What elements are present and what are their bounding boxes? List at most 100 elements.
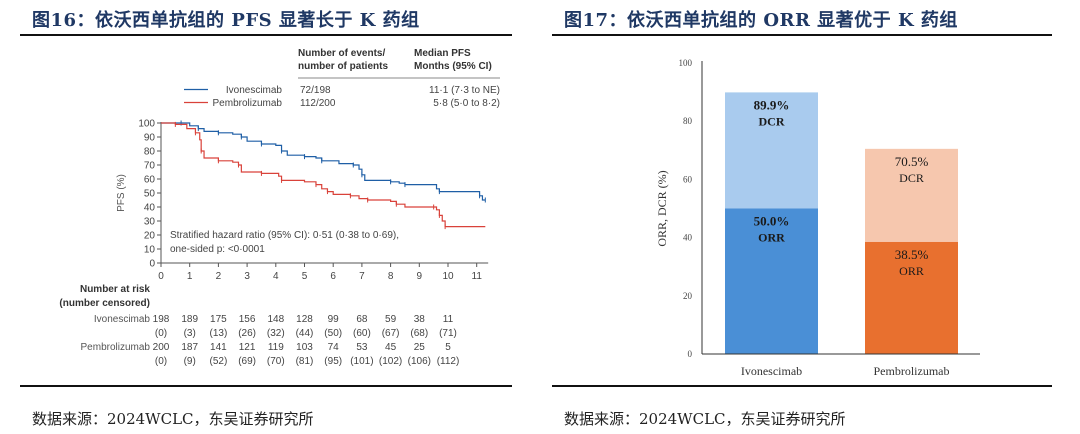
orr-name-label: ORR <box>899 264 924 278</box>
y-tick-label: 20 <box>144 231 156 242</box>
bottom-divider <box>552 385 1052 387</box>
orr-name-label: ORR <box>758 231 785 245</box>
dcr-value-label: 89.9% <box>754 97 790 112</box>
bar-dcr-pembrolizumab <box>865 148 958 242</box>
x-tick-label: 10 <box>442 271 454 282</box>
risk-censored-value: (0) <box>155 328 167 339</box>
x-tick-label: 4 <box>273 271 279 282</box>
bottom-divider <box>20 385 512 387</box>
dcr-name-label: DCR <box>899 171 924 185</box>
y-axis-label: PFS (%) <box>116 174 127 212</box>
x-category-label: Ivonescimab <box>741 364 802 378</box>
km-curve-pembrolizumab <box>161 122 486 228</box>
risk-censored-value: (106) <box>408 356 431 367</box>
legend-median-ivonescimab: 11·1 (7·3 to NE) <box>429 85 500 96</box>
y-tick-label: 50 <box>144 189 156 200</box>
risk-at-risk-value: 128 <box>296 314 313 325</box>
risk-censored-value: (0) <box>155 356 167 367</box>
title-divider <box>552 34 1052 36</box>
risk-at-risk-value: 11 <box>443 314 454 325</box>
bar-dcr-ivonescimab <box>725 92 818 209</box>
risk-censored-value: (112) <box>437 356 460 367</box>
y-tick-label: 60 <box>144 175 156 186</box>
legend-header-events: number of patients <box>298 61 388 72</box>
figure-17-source: 数据来源：2024WCLC，东吴证券研究所 <box>564 410 846 428</box>
orr-value-label: 50.0% <box>754 214 790 229</box>
risk-at-risk-value: 5 <box>445 342 451 353</box>
x-category-label: Pembrolizumab <box>874 364 950 378</box>
figure-17-title: 图17：依沃西单抗组的 ORR 显著优于 K 药组 <box>564 10 958 31</box>
y-tick-label: 80 <box>683 116 693 126</box>
risk-at-risk-value: 59 <box>385 314 397 325</box>
risk-at-risk-value: 121 <box>239 342 256 353</box>
legend-events-ivonescimab: 72/198 <box>300 85 331 96</box>
risk-row-label-pembrolizumab: Pembrolizumab <box>81 342 151 353</box>
y-tick-label: 90 <box>144 133 156 144</box>
risk-at-risk-value: 141 <box>210 342 227 353</box>
y-tick-label: 30 <box>144 217 156 228</box>
orr-value-label: 38.5% <box>895 247 929 262</box>
risk-at-risk-value: 198 <box>153 314 170 325</box>
risk-censored-value: (69) <box>238 356 256 367</box>
dcr-name-label: DCR <box>759 114 785 128</box>
risk-at-risk-value: 45 <box>385 342 397 353</box>
title-divider <box>20 34 512 36</box>
x-tick-label: 9 <box>417 271 423 282</box>
risk-censored-value: (52) <box>210 356 228 367</box>
legend-header-events: Number of events/ <box>298 48 385 59</box>
km-curve-ivonescimab <box>161 122 486 201</box>
y-tick-label: 40 <box>683 233 693 243</box>
risk-at-risk-value: 189 <box>181 314 198 325</box>
risk-table-title: Number at risk <box>80 284 150 295</box>
risk-at-risk-value: 148 <box>267 314 284 325</box>
risk-at-risk-value: 187 <box>181 342 198 353</box>
risk-censored-value: (60) <box>353 328 371 339</box>
risk-at-risk-value: 200 <box>153 342 170 353</box>
y-tick-label: 100 <box>679 58 693 68</box>
x-tick-label: 6 <box>330 271 336 282</box>
x-tick-label: 7 <box>359 271 365 282</box>
legend-events-pembrolizumab: 112/200 <box>300 98 336 109</box>
x-tick-label: 3 <box>244 271 250 282</box>
y-axis-label: ORR, DCR (%) <box>655 170 669 246</box>
risk-row-label-ivonescimab: Ivonescimab <box>94 314 151 325</box>
risk-at-risk-value: 38 <box>414 314 426 325</box>
y-tick-label: 70 <box>144 161 156 172</box>
y-tick-label: 20 <box>683 291 693 301</box>
figure-16-title: 图16：依沃西单抗组的 PFS 显著长于 K 药组 <box>32 10 420 31</box>
risk-censored-value: (26) <box>238 328 256 339</box>
bar-chart: 89.9% DCR 50.0% ORR Ivonescimab 70.5% DCR 38.5%… <box>655 58 980 378</box>
bar-orr-pembrolizumab <box>865 241 958 354</box>
figure-16-source: 数据来源：2024WCLC，东吴证券研究所 <box>32 410 314 428</box>
bar-orr-ivonescimab <box>725 208 818 354</box>
y-tick-label: 40 <box>144 203 156 214</box>
risk-censored-value: (3) <box>184 328 196 339</box>
figure-16-panel: 图16：依沃西单抗组的 PFS 显著长于 K 药组 Number of even… <box>20 10 512 428</box>
risk-censored-value: (71) <box>439 328 457 339</box>
risk-censored-value: (67) <box>382 328 400 339</box>
figure-17-panel: 图17：依沃西单抗组的 ORR 显著优于 K 药组 89.9% DCR 50.0% O… <box>540 0 1080 434</box>
risk-at-risk-value: 99 <box>328 314 340 325</box>
y-tick-label: 80 <box>144 147 156 158</box>
risk-at-risk-value: 53 <box>356 342 368 353</box>
risk-censored-value: (13) <box>210 328 228 339</box>
y-tick-label: 10 <box>144 245 156 256</box>
dcr-value-label: 70.5% <box>895 154 929 169</box>
legend-header-median: Median PFS <box>414 48 471 59</box>
y-tick-label: 0 <box>688 349 693 359</box>
risk-censored-value: (50) <box>324 328 342 339</box>
risk-at-risk-value: 74 <box>328 342 340 353</box>
risk-censored-value: (70) <box>267 356 285 367</box>
risk-at-risk-value: 103 <box>296 342 313 353</box>
x-tick-label: 11 <box>472 271 483 282</box>
risk-censored-value: (68) <box>410 328 428 339</box>
legend-label-ivonescimab: Ivonescimab <box>226 85 283 96</box>
x-tick-label: 1 <box>187 271 193 282</box>
y-tick-label: 0 <box>149 259 155 270</box>
p-value-annotation: one-sided p: <0·0001 <box>170 244 265 255</box>
legend-label-pembrolizumab: Pembrolizumab <box>213 98 283 109</box>
risk-censored-value: (44) <box>296 328 314 339</box>
risk-at-risk-value: 156 <box>239 314 256 325</box>
x-tick-label: 0 <box>158 271 164 282</box>
risk-at-risk-value: 119 <box>268 342 284 353</box>
